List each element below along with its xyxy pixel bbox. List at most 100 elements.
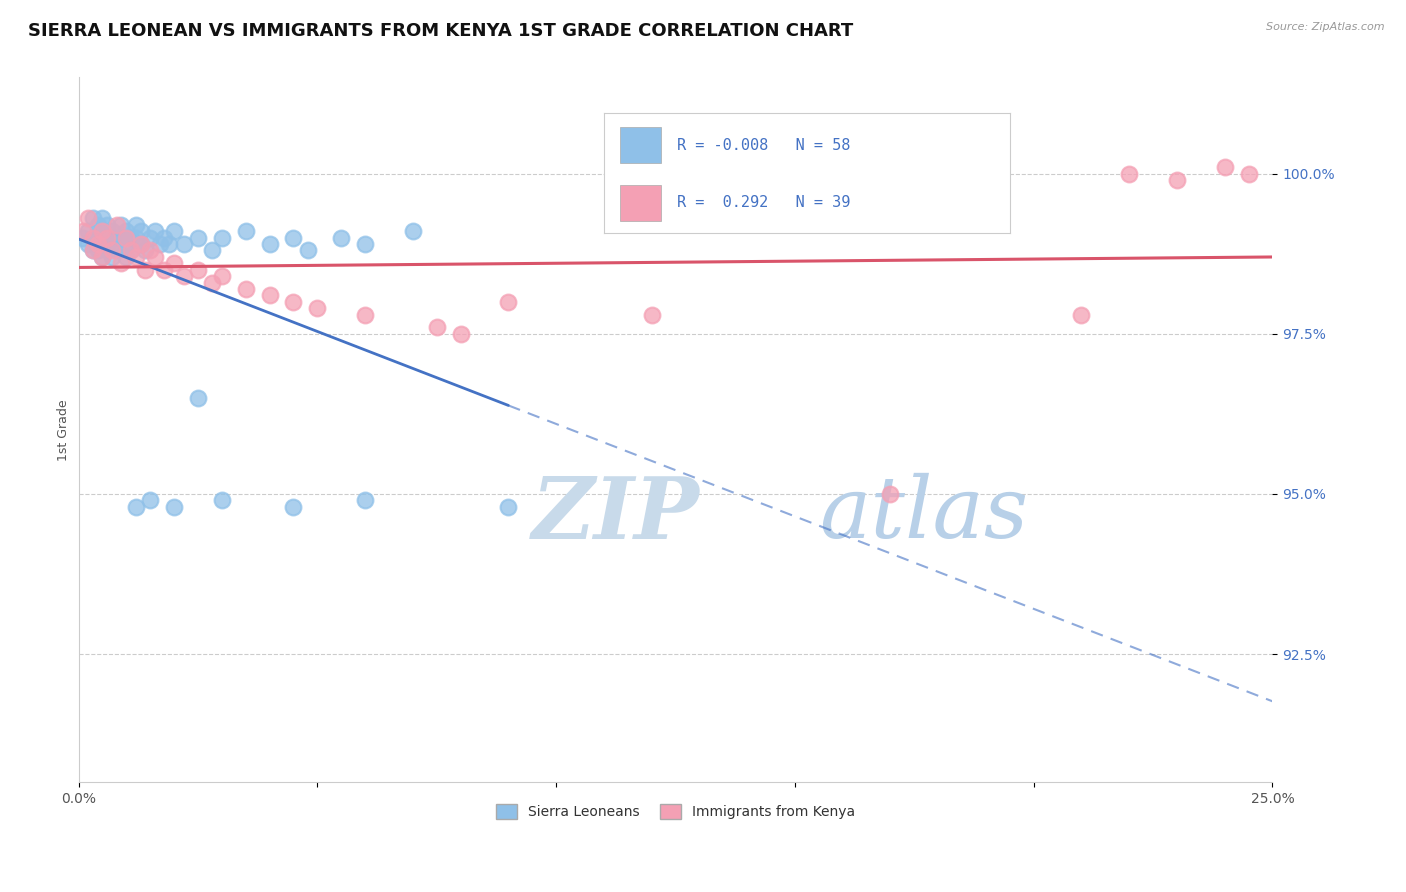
Text: SIERRA LEONEAN VS IMMIGRANTS FROM KENYA 1ST GRADE CORRELATION CHART: SIERRA LEONEAN VS IMMIGRANTS FROM KENYA … [28,22,853,40]
Point [259,288,281,302]
Point [96,244,118,258]
Point [105,244,128,258]
Point [354,237,377,252]
Point [134,244,156,258]
Point [283,294,305,309]
Point [96,218,118,232]
Point [91,237,114,252]
Point [105,218,128,232]
Point [91,211,114,226]
Point [149,237,172,252]
Point [283,230,305,244]
Point [115,237,138,252]
Point [105,230,128,244]
Point [125,218,148,232]
Point [110,230,132,244]
Point [115,250,138,264]
Point [139,230,162,244]
Point [82,244,104,258]
Point [450,326,472,341]
Point [129,224,152,238]
Point [498,500,520,514]
Point [139,244,162,258]
Point [330,230,353,244]
Point [498,294,520,309]
Point [96,230,118,244]
Point [91,224,114,238]
Point [201,276,224,290]
Point [82,230,104,244]
Point [86,218,108,232]
Text: atlas: atlas [818,473,1028,556]
Point [120,244,142,258]
Point [163,256,186,270]
Point [1213,160,1236,174]
Point [139,493,162,508]
Point [143,250,166,264]
Point [134,262,156,277]
Point [211,493,233,508]
Point [153,262,176,277]
Point [283,500,305,514]
Point [297,244,319,258]
Point [96,230,118,244]
Point [187,262,209,277]
Y-axis label: 1st Grade: 1st Grade [58,399,70,460]
Point [187,230,209,244]
Point [101,224,124,238]
Text: ZIP: ZIP [533,473,700,557]
Point [163,500,186,514]
Point [235,224,257,238]
Point [173,237,195,252]
Point [115,224,138,238]
Point [86,244,108,258]
Point [77,211,100,226]
Point [125,250,148,264]
Point [153,230,176,244]
Point [82,244,104,258]
Point [77,237,100,252]
Point [72,230,94,244]
Point [211,230,233,244]
Point [77,224,100,238]
Point [125,230,148,244]
Point [879,487,901,501]
Point [110,218,132,232]
Point [125,500,148,514]
Point [1070,308,1092,322]
Point [143,224,166,238]
Point [86,230,108,244]
Legend: Sierra Leoneans, Immigrants from Kenya: Sierra Leoneans, Immigrants from Kenya [491,799,860,825]
Point [72,224,94,238]
Point [402,224,425,238]
Point [211,269,233,284]
Point [86,237,108,252]
Point [1118,167,1140,181]
Point [91,224,114,238]
Point [120,230,142,244]
Point [187,391,209,405]
Point [82,211,104,226]
Text: Source: ZipAtlas.com: Source: ZipAtlas.com [1267,22,1385,32]
Point [120,244,142,258]
Point [1166,173,1188,187]
Point [640,308,662,322]
Point [354,493,377,508]
Point [129,237,152,252]
Point [91,250,114,264]
Point [115,230,138,244]
Point [163,224,186,238]
Point [129,237,152,252]
Point [201,244,224,258]
Point [101,250,124,264]
Point [101,244,124,258]
Point [354,308,377,322]
Point [91,250,114,264]
Point [235,282,257,296]
Point [157,237,180,252]
Point [1237,167,1260,181]
Point [259,237,281,252]
Point [173,269,195,284]
Point [110,256,132,270]
Point [307,301,329,315]
